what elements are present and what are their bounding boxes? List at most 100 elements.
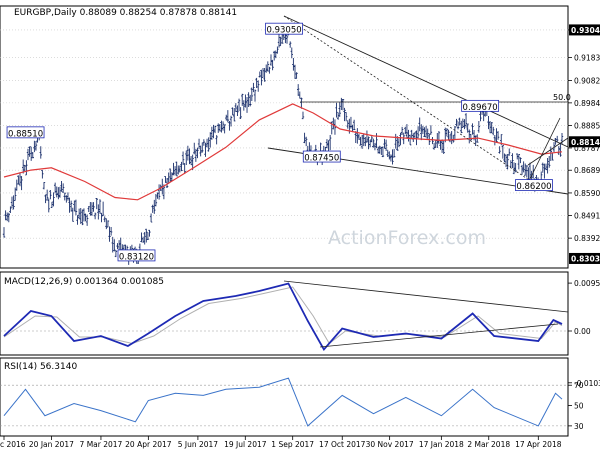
price-bar [496, 131, 500, 140]
x-tick-label: 5 Jun 2017 [178, 440, 219, 449]
price-bar [41, 170, 44, 179]
rsi-tick-label: 30 [574, 422, 584, 431]
price-bar [328, 135, 332, 151]
price-bar [460, 120, 463, 134]
rsi-tick-label: 50 [574, 402, 584, 411]
price-bar [34, 141, 38, 151]
price-tick-label: 0.86895 [574, 166, 600, 175]
price-bar [356, 128, 359, 144]
price-bar [448, 134, 452, 143]
price-bar [279, 36, 282, 47]
rsi-panel-title: RSI(14) 56.3140 [4, 362, 77, 372]
price-bar [113, 239, 116, 252]
price-bar [423, 127, 426, 138]
price-bar [191, 154, 194, 170]
recent-resistance-line [527, 137, 569, 166]
price-bar [394, 133, 397, 149]
macd-tick-label: 0.00958 [574, 279, 600, 288]
price-bar [495, 128, 498, 143]
price-bar [68, 197, 71, 213]
annotation-label: 0.88510 [8, 129, 43, 139]
price-bar [396, 136, 399, 151]
price-bar [173, 166, 177, 176]
price-bar [169, 168, 172, 183]
price-bar [20, 176, 23, 191]
price-bar [58, 186, 62, 198]
price-bar [180, 161, 183, 172]
price-bar [560, 132, 564, 145]
price-bar [188, 148, 191, 165]
price-bar [177, 165, 180, 175]
price-bar [490, 122, 493, 134]
price-bar [492, 126, 495, 136]
price-bar [352, 119, 356, 131]
price-bar [503, 153, 506, 163]
price-bar [145, 228, 148, 243]
price-bar [50, 201, 54, 209]
price-bar [357, 134, 361, 140]
price-bar [90, 202, 94, 216]
x-tick-label: 30 Nov 2017 [366, 440, 414, 449]
price-bar [372, 138, 375, 148]
price-bar [153, 199, 156, 214]
price-bar [271, 59, 274, 71]
price-bar [338, 102, 341, 117]
price-bar [82, 208, 86, 222]
price-bar [87, 206, 90, 213]
price-bar [143, 232, 146, 245]
price-bar [212, 124, 215, 139]
price-bar [23, 164, 26, 171]
price-bar [175, 161, 178, 177]
price-bar [373, 142, 377, 151]
price-bar [351, 124, 354, 133]
price-bar [493, 134, 497, 146]
price-bar [178, 165, 182, 173]
price-bar [151, 204, 154, 213]
price-bar [424, 125, 428, 138]
price-bar [185, 150, 188, 166]
price-bar [463, 119, 466, 130]
price-bar [408, 134, 412, 146]
price-bar [164, 175, 167, 183]
annotation-label: 0.93050 [266, 26, 301, 36]
price-bar [340, 97, 343, 110]
price-bar [2, 227, 6, 238]
price-bar [415, 130, 418, 146]
price-bar [4, 210, 7, 221]
price-bar [25, 160, 28, 176]
price-bar [249, 94, 252, 107]
price-bar [236, 105, 239, 117]
price-bar [189, 155, 193, 166]
price-bar [404, 126, 407, 135]
price-bar [116, 243, 119, 250]
annotation-box [117, 249, 156, 262]
price-bar [389, 154, 393, 162]
price-bar [388, 151, 391, 160]
price-bar [81, 209, 84, 226]
rsi-grid [0, 384, 568, 427]
price-bar [15, 179, 18, 191]
x-tick-label: 1 Sep 2017 [271, 440, 314, 449]
price-bar [183, 163, 186, 174]
price-bar [146, 232, 150, 241]
x-tick-label: 7 Dec 2016 [0, 440, 26, 449]
price-bar [209, 132, 212, 148]
price-bar [241, 93, 244, 106]
price-bar [71, 207, 74, 222]
price-bar [85, 214, 89, 226]
price-bar [360, 135, 364, 149]
price-bar [114, 250, 118, 258]
price-bar [506, 154, 509, 170]
channel-upper-line [283, 15, 569, 148]
price-bar [469, 133, 473, 141]
price-bar [477, 121, 481, 133]
price-bar [293, 64, 297, 79]
price-bar [479, 111, 482, 122]
price-bar [79, 207, 82, 224]
price-bar [546, 157, 549, 174]
